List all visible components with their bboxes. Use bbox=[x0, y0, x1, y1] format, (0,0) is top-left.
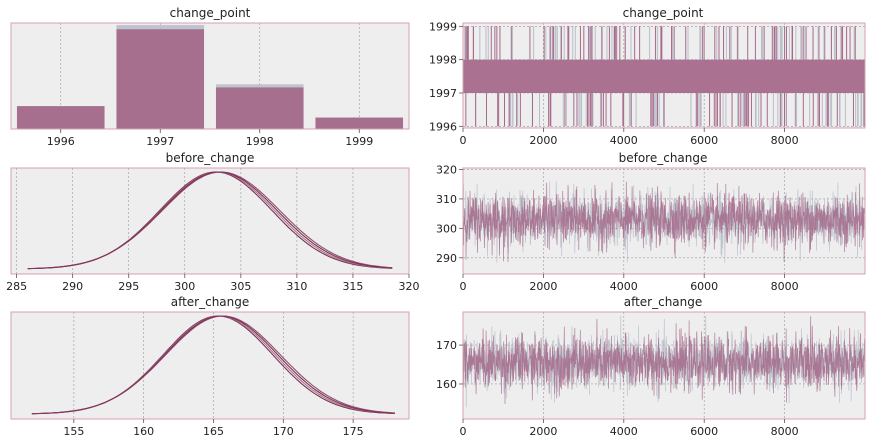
trace-band-1997-1998 bbox=[463, 59, 865, 93]
density-background bbox=[11, 312, 409, 419]
x-tick-label: 4000 bbox=[610, 425, 638, 438]
x-tick-label: 1997 bbox=[146, 135, 174, 148]
x-tick-label: 0 bbox=[460, 134, 467, 147]
trace-series bbox=[462, 181, 866, 263]
panel-title: change_point bbox=[170, 6, 251, 20]
panel-title: change_point bbox=[623, 6, 704, 20]
panel-frame bbox=[462, 22, 866, 129]
x-tick-label: 170 bbox=[273, 425, 294, 438]
panel-title: before_change bbox=[619, 151, 708, 165]
density-curve bbox=[31, 315, 396, 415]
x-tick-label: 4000 bbox=[610, 280, 638, 293]
density-curve bbox=[27, 171, 393, 270]
panel-title: after_change bbox=[171, 295, 250, 309]
panel-frame bbox=[10, 22, 410, 130]
x-tick-label: 6000 bbox=[690, 280, 718, 293]
x-tick-label: 2000 bbox=[529, 280, 557, 293]
panel-frame bbox=[462, 311, 866, 420]
histogram-bar bbox=[16, 106, 105, 129]
x-tick-label: 0 bbox=[460, 425, 467, 438]
x-tick-label: 2000 bbox=[529, 425, 557, 438]
y-tick-label: 320 bbox=[436, 163, 457, 176]
panel-title: after_change bbox=[624, 295, 703, 309]
y-tick-label: 1998 bbox=[429, 54, 457, 67]
x-tick-label: 320 bbox=[399, 280, 420, 293]
panel-frame bbox=[462, 167, 866, 275]
x-tick-label: 2000 bbox=[529, 134, 557, 147]
x-tick-label: 6000 bbox=[690, 134, 718, 147]
x-tick-label: 310 bbox=[286, 280, 307, 293]
y-tick-label: 300 bbox=[436, 222, 457, 235]
y-tick-label: 160 bbox=[436, 378, 457, 391]
x-tick-label: 4000 bbox=[610, 134, 638, 147]
histogram-bar bbox=[315, 117, 404, 129]
x-tick-label: 0 bbox=[460, 280, 467, 293]
x-tick-label: 175 bbox=[343, 425, 364, 438]
x-tick-label: 165 bbox=[203, 425, 224, 438]
x-tick-label: 300 bbox=[174, 280, 195, 293]
y-tick-label: 1996 bbox=[429, 120, 457, 133]
x-tick-label: 160 bbox=[133, 425, 154, 438]
y-tick-label: 290 bbox=[436, 252, 457, 265]
trace-series bbox=[462, 316, 866, 404]
y-tick-label: 1997 bbox=[429, 87, 457, 100]
x-tick-label: 315 bbox=[342, 280, 363, 293]
x-tick-label: 1998 bbox=[246, 135, 274, 148]
x-tick-label: 8000 bbox=[771, 280, 799, 293]
x-tick-label: 285 bbox=[6, 280, 27, 293]
histogram-bar bbox=[116, 29, 205, 130]
panel-frame bbox=[10, 311, 410, 420]
x-tick-label: 295 bbox=[118, 280, 139, 293]
x-tick-label: 155 bbox=[63, 425, 84, 438]
y-tick-label: 170 bbox=[436, 339, 457, 352]
density-background bbox=[11, 168, 409, 274]
x-tick-label: 8000 bbox=[771, 425, 799, 438]
x-tick-label: 8000 bbox=[771, 134, 799, 147]
x-tick-label: 1999 bbox=[345, 135, 373, 148]
x-tick-label: 6000 bbox=[690, 425, 718, 438]
y-tick-label: 310 bbox=[436, 193, 457, 206]
histogram-bar bbox=[215, 87, 304, 129]
x-tick-label: 290 bbox=[62, 280, 83, 293]
panel-frame bbox=[10, 167, 410, 275]
y-tick-label: 1999 bbox=[429, 20, 457, 33]
panel-title: before_change bbox=[166, 151, 255, 165]
x-tick-label: 305 bbox=[230, 280, 251, 293]
x-tick-label: 1996 bbox=[47, 135, 75, 148]
